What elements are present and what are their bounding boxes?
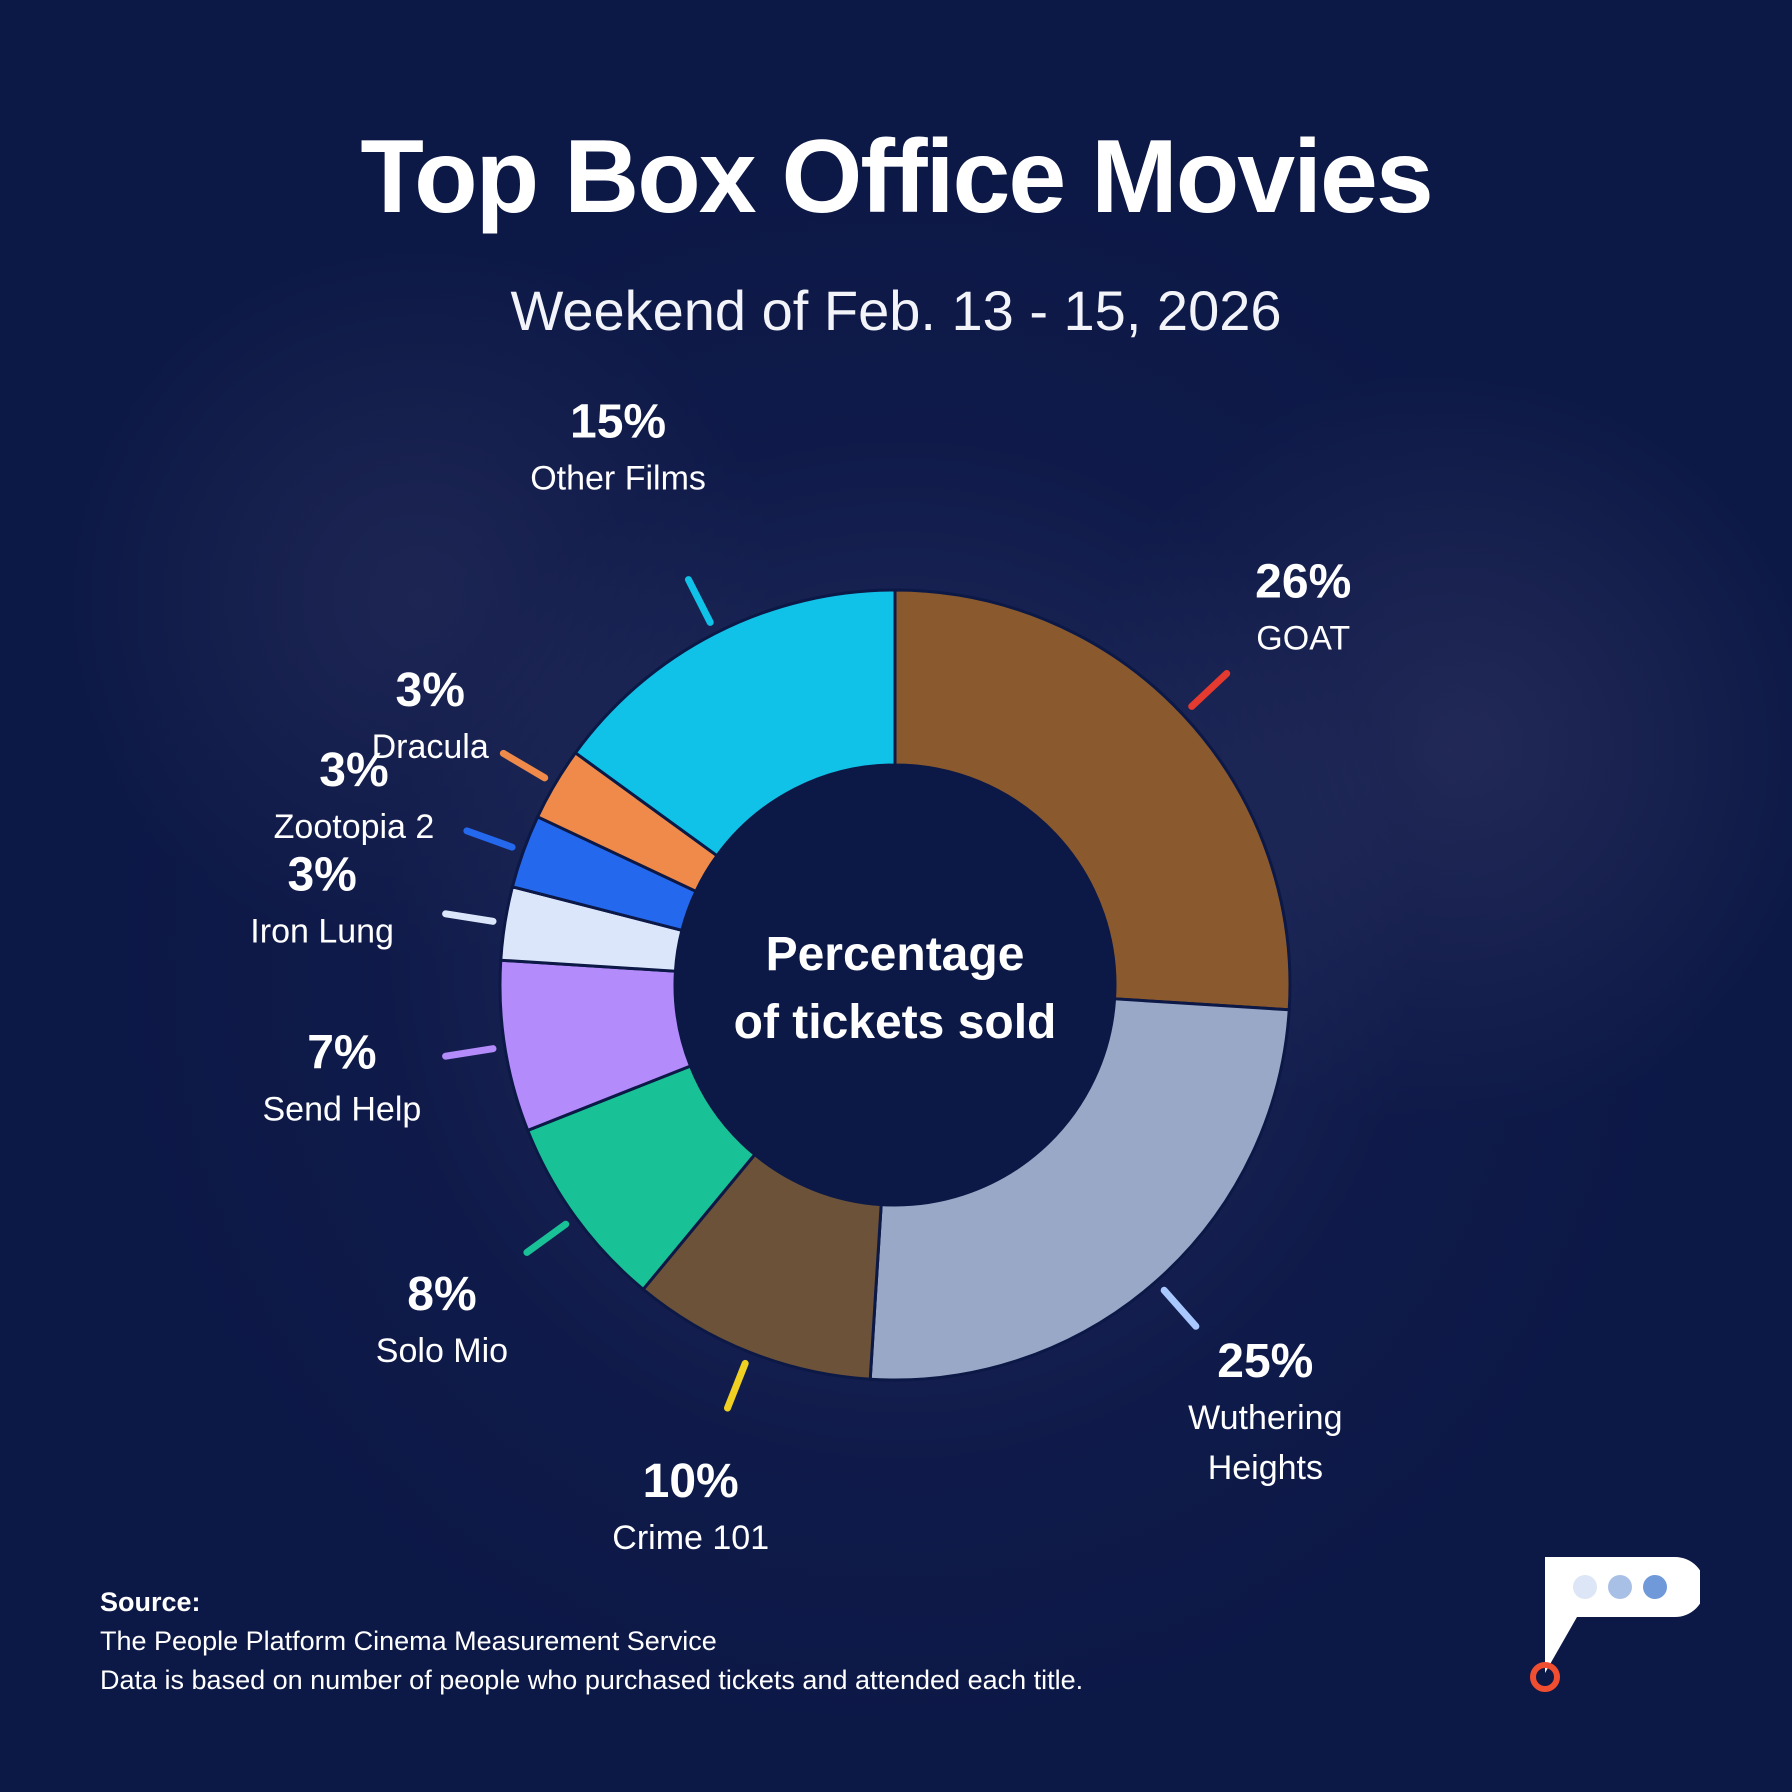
source-line-1: The People Platform Cinema Measurement S…	[100, 1626, 717, 1656]
page-subtitle: Weekend of Feb. 13 - 15, 2026	[510, 279, 1282, 342]
slice-name-label: Zootopia 2	[274, 808, 435, 846]
leader-line	[1188, 670, 1231, 710]
slice-value-label: 10%	[643, 1455, 739, 1508]
leader-line	[442, 910, 497, 925]
slice-name-label: Other Films	[530, 459, 706, 497]
slice-name-label: Wuthering	[1188, 1399, 1342, 1437]
leader-line	[684, 576, 714, 626]
slice-value-label: 3%	[319, 744, 388, 797]
slice-value-label: 3%	[287, 848, 356, 901]
leader-line	[724, 1359, 749, 1412]
leader-line	[442, 1045, 497, 1060]
slice-value-label: 15%	[570, 395, 666, 448]
chart-slices	[498, 588, 1292, 1382]
slice-name-label: Dracula	[372, 728, 489, 766]
donut-hole	[675, 765, 1115, 1205]
leader-line	[499, 749, 549, 782]
center-label-line1: Percentage	[766, 928, 1025, 981]
slice-value-label: 7%	[307, 1027, 376, 1080]
page-title: Top Box Office Movies	[360, 119, 1433, 235]
source-line-2: Data is based on number of people who pu…	[100, 1665, 1084, 1695]
source-heading: Source:	[100, 1587, 201, 1617]
slice-name-label: GOAT	[1256, 620, 1350, 658]
slice-value-label: 8%	[407, 1268, 476, 1321]
leader-line	[463, 827, 516, 851]
leader-line	[523, 1220, 570, 1256]
slice-name-label: Solo Mio	[376, 1332, 508, 1370]
source-note: Source: The People Platform Cinema Measu…	[100, 1583, 1083, 1700]
slice-name-label: Iron Lung	[250, 912, 394, 950]
slice-wuthering-heights	[868, 997, 1291, 1382]
leader-line	[1160, 1286, 1200, 1330]
slice-value-label: 3%	[396, 664, 465, 717]
slice-name-label: Crime 101	[612, 1519, 769, 1557]
slice-name-label: Heights	[1208, 1449, 1323, 1487]
slice-value-label: 26%	[1255, 556, 1351, 609]
slice-name-label: Send Help	[263, 1091, 422, 1129]
platform-logo	[1530, 1557, 1700, 1692]
chart-labels: 26% GOAT 25% Wuthering Heights 10% Crime 101 8%…	[250, 395, 1351, 1557]
slice-value-label: 25%	[1217, 1335, 1313, 1388]
chart-leader-lines	[442, 576, 1231, 1412]
center-label-line2: of tickets sold	[734, 996, 1057, 1049]
